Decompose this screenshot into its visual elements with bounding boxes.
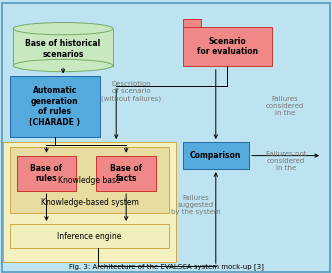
Text: Failures
considered
in the: Failures considered in the — [266, 96, 304, 117]
Text: Failures
suggested
by the system: Failures suggested by the system — [171, 195, 221, 215]
Text: Scenario
for evaluation: Scenario for evaluation — [197, 37, 258, 56]
Text: Base of
facts: Base of facts — [110, 164, 142, 183]
Text: Fig. 3: Architecture of the EVALSCA system mock-up [3]: Fig. 3: Architecture of the EVALSCA syst… — [69, 263, 263, 270]
Ellipse shape — [13, 22, 113, 35]
Text: Comparison: Comparison — [190, 151, 241, 160]
FancyBboxPatch shape — [2, 3, 330, 272]
Ellipse shape — [13, 60, 113, 72]
Text: Base of historical
scenarios: Base of historical scenarios — [26, 39, 101, 59]
FancyBboxPatch shape — [13, 29, 113, 66]
FancyBboxPatch shape — [10, 76, 100, 136]
FancyBboxPatch shape — [10, 147, 169, 213]
Text: Base of
rules: Base of rules — [31, 164, 62, 183]
FancyBboxPatch shape — [3, 142, 176, 262]
Text: Knowledge base: Knowledge base — [58, 176, 121, 185]
FancyBboxPatch shape — [96, 156, 156, 191]
FancyBboxPatch shape — [183, 19, 201, 27]
Text: Description
of scenario
(without failures): Description of scenario (without failure… — [101, 81, 161, 102]
Text: Knowledge-based system: Knowledge-based system — [41, 198, 138, 206]
Text: Inference engine: Inference engine — [57, 232, 122, 241]
FancyBboxPatch shape — [10, 224, 169, 248]
FancyBboxPatch shape — [17, 156, 76, 191]
Text: Failures not
considered
in the: Failures not considered in the — [266, 151, 306, 171]
Text: Automatic
generation
of rules
(CHARADE ): Automatic generation of rules (CHARADE ) — [29, 86, 80, 127]
FancyBboxPatch shape — [183, 142, 249, 169]
FancyBboxPatch shape — [183, 27, 272, 66]
